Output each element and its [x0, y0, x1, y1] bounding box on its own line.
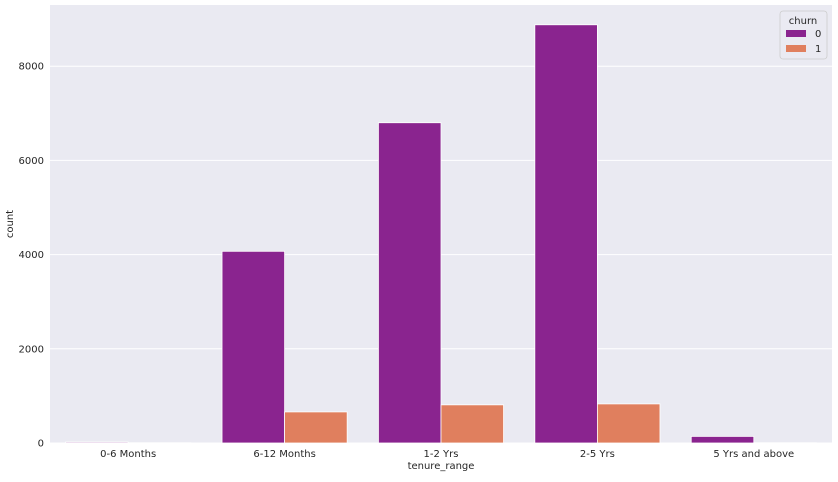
- y-tick-label: 6000: [19, 156, 44, 167]
- legend-swatch-1: [786, 45, 806, 52]
- legend-label-1: 1: [815, 44, 821, 55]
- legend-swatch-0: [786, 30, 806, 37]
- y-tick-label: 4000: [19, 250, 44, 261]
- legend: churn 0 1: [780, 11, 827, 59]
- bar-churn-0: [66, 442, 129, 443]
- x-axis-label: tenure_range: [408, 461, 475, 472]
- y-tick-label: 0: [38, 439, 44, 450]
- legend-title: churn: [789, 16, 817, 27]
- x-tick-label: 2-5 Yrs: [580, 449, 615, 460]
- x-tick-label: 0-6 Months: [100, 449, 156, 460]
- bar-churn-0: [222, 251, 285, 443]
- y-tick-label: 2000: [19, 344, 44, 355]
- x-tick-label: 5 Yrs and above: [713, 449, 794, 460]
- x-tick-labels: 0-6 Months 6-12 Months 1-2 Yrs 2-5 Yrs 5 Yrs…: [100, 449, 794, 460]
- x-tick-label: 1-2 Yrs: [424, 449, 459, 460]
- bar-churn-0: [535, 25, 598, 443]
- y-axis-label: count: [5, 210, 16, 238]
- bar-churn-0: [691, 436, 754, 443]
- bar-churn-1: [441, 405, 504, 443]
- x-tick-label: 6-12 Months: [253, 449, 315, 460]
- bar-churn-0: [378, 123, 441, 443]
- bar-churn-1: [597, 404, 660, 443]
- y-tick-label: 8000: [19, 62, 44, 73]
- y-tick-labels: 0 2000 4000 6000 8000: [19, 62, 44, 450]
- legend-label-0: 0: [815, 29, 821, 40]
- bar-churn-1: [285, 412, 348, 443]
